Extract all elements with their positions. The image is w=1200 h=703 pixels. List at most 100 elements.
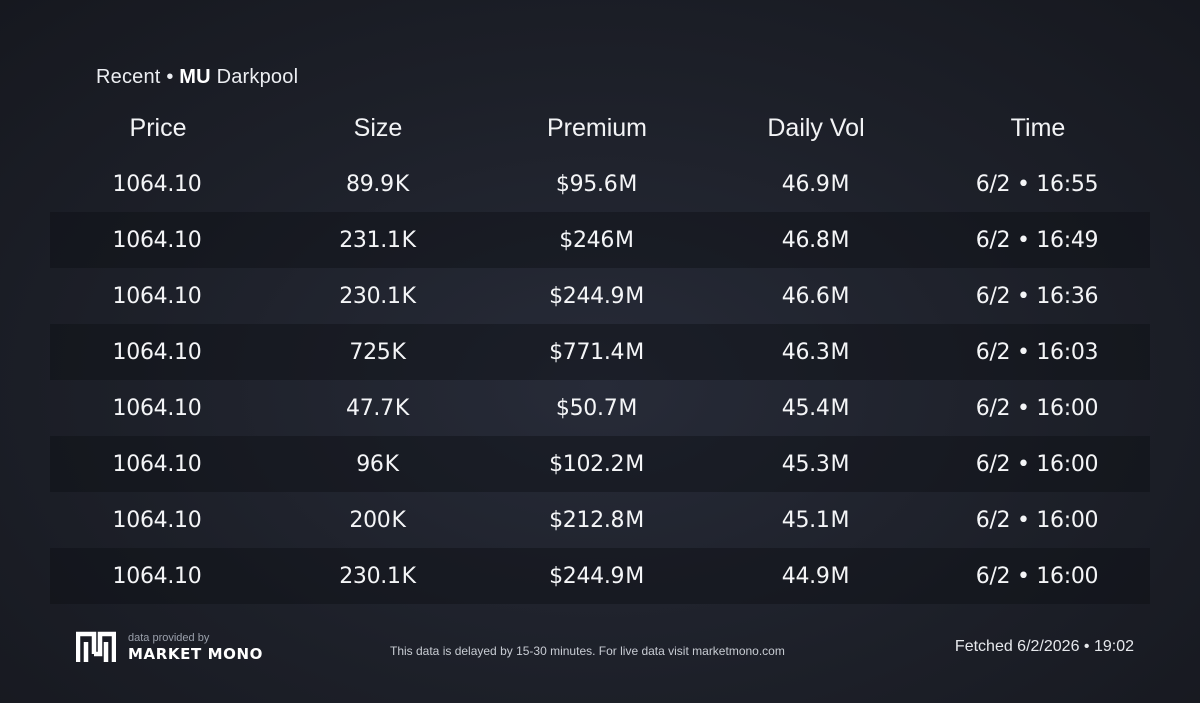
- cell-size: 230.1K: [268, 284, 488, 309]
- cell-premium-premium: $212.8: [549, 507, 625, 533]
- column-header-time: Time: [1010, 113, 1066, 142]
- cell-size-size-unit: K: [401, 563, 416, 589]
- cell-premium-premium-unit: M: [618, 171, 638, 197]
- cell-daily-vol-vol-unit: M: [830, 507, 850, 533]
- cell-premium: $244.9M: [488, 284, 706, 309]
- cell-premium-premium: $95.6: [555, 171, 618, 197]
- cell-premium-premium-unit: M: [625, 451, 644, 477]
- cell-daily-vol-vol-unit: M: [830, 171, 850, 197]
- cell-premium-premium: $102.2: [549, 451, 625, 477]
- cell-time-time: 6/2 • 16:00: [975, 507, 1099, 533]
- cell-size-size-unit: K: [394, 395, 409, 421]
- column-header-size: Size: [353, 113, 403, 142]
- cell-time-time: 6/2 • 16:36: [975, 283, 1099, 309]
- cell-premium-premium: $50.7: [555, 395, 618, 421]
- cell-size-size: 200: [349, 507, 391, 533]
- cell-size: 96K: [268, 452, 488, 477]
- table-row: 1064.10 89.9K $95.6M 46.9M 6/2 • 16:55: [50, 156, 1150, 212]
- cell-daily-vol: 46.8M: [706, 228, 926, 253]
- cell-time: 6/2 • 16:00: [926, 564, 1150, 589]
- cell-premium-premium-unit: M: [625, 283, 644, 309]
- column-header-price: Price: [129, 113, 187, 142]
- cell-premium-premium-unit: M: [625, 563, 644, 589]
- cell-time: 6/2 • 16:55: [926, 172, 1150, 197]
- cell-size-size: 231.1: [339, 227, 401, 253]
- cell-size-size: 230.1: [339, 283, 401, 309]
- cell-daily-vol-vol: 46.8: [781, 227, 830, 253]
- cell-daily-vol-vol-unit: M: [830, 395, 850, 421]
- table-row: 1064.10 200K $212.8M 45.1M 6/2 • 16:00: [50, 492, 1150, 548]
- cell-size-size-unit: K: [384, 451, 399, 477]
- cell-time: 6/2 • 16:49: [926, 228, 1150, 253]
- table-body: 1064.10 89.9K $95.6M 46.9M 6/2 • 16:55 1064.1…: [50, 156, 1150, 604]
- cell-time-time: 6/2 • 16:03: [975, 339, 1099, 365]
- column-header-premium: Premium: [546, 113, 647, 142]
- cell-premium: $244.9M: [488, 564, 706, 589]
- cell-price-price: 1064.10: [112, 339, 202, 365]
- cell-daily-vol-vol: 45.1: [781, 507, 830, 533]
- cell-premium: $212.8M: [488, 508, 706, 533]
- cell-time-time: 6/2 • 16:00: [975, 451, 1099, 477]
- cell-daily-vol-vol-unit: M: [830, 563, 850, 589]
- cell-time-time: 6/2 • 16:00: [975, 563, 1099, 589]
- cell-size-size-unit: K: [401, 227, 416, 253]
- cell-premium: $246M: [488, 228, 706, 253]
- cell-price: 1064.10: [49, 340, 267, 365]
- cell-daily-vol-vol: 46.6: [781, 283, 830, 309]
- cell-premium-premium-unit: M: [618, 395, 638, 421]
- cell-price: 1064.10: [49, 228, 267, 253]
- cell-price-price: 1064.10: [112, 283, 202, 309]
- cell-size-size: 89.9: [346, 171, 394, 197]
- table-row: 1064.10 230.1K $244.9M 44.9M 6/2 • 16:00: [50, 548, 1150, 604]
- delay-notice: This data is delayed by 15-30 minutes. F…: [390, 644, 785, 658]
- table-row: 1064.10 230.1K $244.9M 46.6M 6/2 • 16:36: [50, 268, 1150, 324]
- cell-time-time: 6/2 • 16:49: [975, 227, 1099, 253]
- cell-price-price: 1064.10: [112, 395, 202, 421]
- cell-premium-premium-unit: M: [625, 507, 644, 533]
- cell-daily-vol: 44.9M: [706, 564, 926, 589]
- cell-daily-vol-vol-unit: M: [830, 283, 850, 309]
- cell-size: 231.1K: [268, 228, 488, 253]
- cell-size-size: 230.1: [339, 563, 401, 589]
- cell-daily-vol-vol: 45.3: [781, 451, 830, 477]
- cell-size: 89.9K: [268, 172, 488, 197]
- brand-name: MARKET MONO: [128, 644, 263, 663]
- cell-daily-vol: 46.9M: [706, 172, 926, 197]
- cell-price-price: 1064.10: [112, 563, 202, 589]
- cell-size-size-unit: K: [391, 339, 406, 365]
- market-mono-logo-icon: [75, 630, 117, 664]
- cell-premium-premium: $244.9: [549, 283, 625, 309]
- cell-size: 230.1K: [268, 564, 488, 589]
- cell-size-size-unit: K: [394, 171, 409, 197]
- cell-size-size: 96: [356, 451, 384, 477]
- cell-time: 6/2 • 16:36: [926, 284, 1150, 309]
- cell-daily-vol-vol: 46.3: [781, 339, 830, 365]
- cell-size: 725K: [268, 340, 488, 365]
- cell-daily-vol-vol-unit: M: [830, 339, 850, 365]
- cell-premium-premium-unit: M: [625, 339, 644, 365]
- cell-time: 6/2 • 16:03: [926, 340, 1150, 365]
- cell-daily-vol: 45.1M: [706, 508, 926, 533]
- cell-price: 1064.10: [49, 452, 267, 477]
- cell-daily-vol: 46.6M: [706, 284, 926, 309]
- cell-premium-premium: $771.4: [549, 339, 625, 365]
- column-header-daily-vol: Daily Vol: [767, 113, 865, 142]
- data-provider: data provided by MARKET MONO: [75, 630, 263, 664]
- cell-price: 1064.10: [49, 508, 267, 533]
- cell-time: 6/2 • 16:00: [926, 452, 1150, 477]
- cell-price-price: 1064.10: [112, 507, 202, 533]
- cell-price: 1064.10: [49, 172, 267, 197]
- cell-size-size: 47.7: [346, 395, 394, 421]
- table-header: Price Size Premium Daily Vol Time: [50, 100, 1150, 156]
- cell-daily-vol: 45.4M: [706, 396, 926, 421]
- title-ticker: MU: [179, 66, 211, 88]
- table-row: 1064.10 231.1K $246M 46.8M 6/2 • 16:49: [50, 212, 1150, 268]
- cell-price: 1064.10: [49, 396, 267, 421]
- cell-daily-vol-vol-unit: M: [830, 227, 850, 253]
- cell-time-time: 6/2 • 16:00: [975, 395, 1099, 421]
- cell-price-price: 1064.10: [112, 451, 202, 477]
- table-row: 1064.10 47.7K $50.7M 45.4M 6/2 • 16:00: [50, 380, 1150, 436]
- cell-size-size-unit: K: [391, 507, 406, 533]
- cell-premium: $50.7M: [488, 396, 706, 421]
- cell-size: 200K: [268, 508, 488, 533]
